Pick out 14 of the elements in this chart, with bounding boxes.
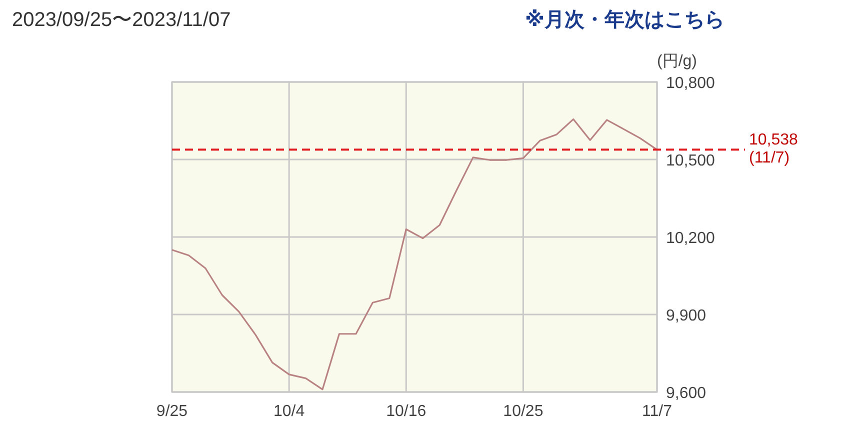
y-tick-label: 9,900 bbox=[666, 308, 706, 324]
y-tick-label: 10,500 bbox=[666, 152, 716, 170]
x-tick-label: 9/25 bbox=[156, 403, 188, 420]
x-tick-label: 10/4 bbox=[274, 403, 305, 420]
ref-line-label: 10,538 (11/7) bbox=[749, 132, 798, 167]
text: ※月次・年次はこちら bbox=[525, 9, 724, 31]
y-tick-label: 9,600 bbox=[666, 385, 706, 402]
x-tick-label: 10/16 bbox=[386, 403, 426, 420]
x-tick-label: 10/25 bbox=[503, 403, 544, 420]
x-tick-label: 11/7 bbox=[642, 403, 672, 420]
y-tick-label: 10,200 bbox=[666, 230, 716, 247]
y-tick-label: 10,800 bbox=[666, 75, 716, 92]
chart-title: 2023/09/25〜2023/11/07 bbox=[12, 9, 231, 31]
y-axis-title: (円/g) bbox=[657, 53, 697, 70]
